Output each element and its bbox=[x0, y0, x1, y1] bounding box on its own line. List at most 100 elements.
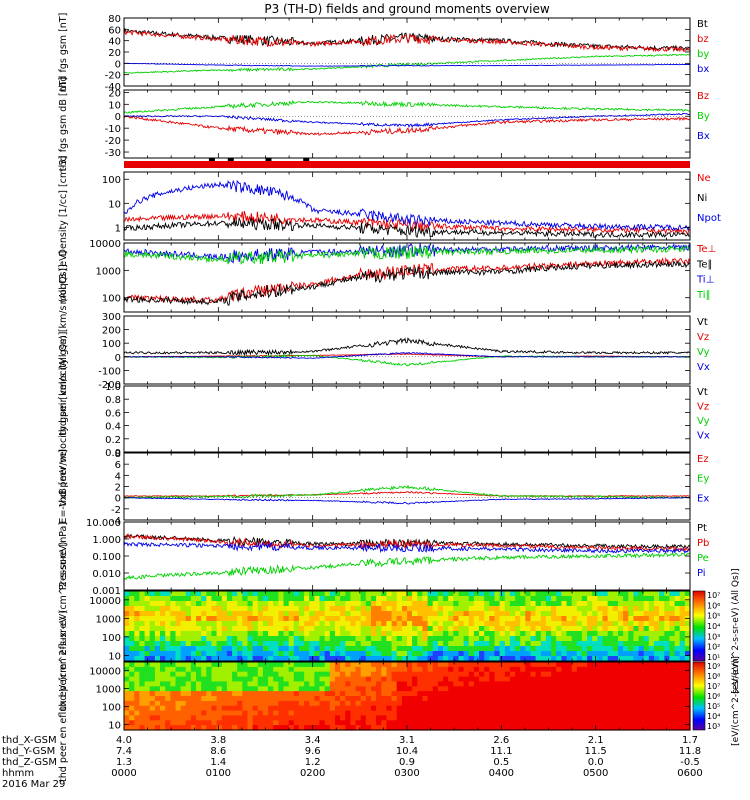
spectrogram-cell bbox=[396, 646, 403, 652]
spectrogram-cell bbox=[427, 596, 434, 602]
spectrogram-cell bbox=[545, 651, 552, 657]
spectrogram-cell bbox=[669, 621, 676, 627]
spectrogram-cell bbox=[571, 641, 578, 647]
spectrogram-cell bbox=[458, 671, 465, 678]
spectrogram-cell bbox=[545, 715, 552, 721]
spectrogram-cell bbox=[412, 596, 418, 602]
spectrogram-cell bbox=[201, 636, 207, 642]
spectrogram-cell bbox=[520, 596, 526, 602]
spectrogram-cell bbox=[407, 696, 413, 702]
spectrogram-cell bbox=[566, 681, 573, 687]
spectrogram-cell bbox=[396, 596, 403, 602]
spectrogram-cell bbox=[674, 725, 681, 731]
spectrogram-cell bbox=[350, 646, 357, 652]
spectrogram-cell bbox=[149, 720, 156, 726]
spectrogram-cell bbox=[345, 591, 351, 597]
spectrogram-cell bbox=[350, 616, 357, 622]
spectrogram-cell bbox=[139, 651, 146, 657]
spectrogram-cell bbox=[226, 641, 233, 647]
spectrogram-cell bbox=[504, 611, 511, 617]
spectrogram-cell bbox=[211, 621, 218, 627]
spectrogram-cell bbox=[335, 700, 341, 707]
spectrogram-cell bbox=[216, 656, 223, 662]
spectrogram-cell bbox=[324, 636, 331, 642]
spectrogram-cell bbox=[257, 691, 264, 697]
spectrogram-cell bbox=[484, 715, 490, 721]
spectrogram-cell bbox=[443, 720, 449, 726]
spectrogram-cell bbox=[669, 646, 676, 652]
spectrogram-cell bbox=[124, 700, 130, 707]
spectrogram-cell bbox=[247, 656, 254, 662]
spectrogram-cell bbox=[509, 596, 516, 602]
y-tick-label: 0 bbox=[115, 353, 121, 364]
spectrogram-cell bbox=[432, 720, 439, 726]
spectrogram-cell bbox=[288, 720, 295, 726]
spectrogram-cell bbox=[180, 641, 187, 647]
spectrogram-cell bbox=[535, 696, 542, 702]
spectrogram-cell bbox=[401, 725, 408, 731]
spectrogram-cell bbox=[314, 636, 321, 642]
spectrogram-cell bbox=[355, 725, 362, 731]
spectrogram-cell bbox=[566, 591, 573, 597]
spectrogram-cell bbox=[592, 681, 598, 687]
spectrogram-cell bbox=[571, 671, 578, 678]
spectrogram-cell bbox=[458, 662, 465, 668]
spectrogram-cell bbox=[252, 691, 259, 697]
spectrogram-cell bbox=[443, 681, 449, 687]
spectrogram-cell bbox=[463, 626, 470, 632]
spectrogram-cell bbox=[160, 641, 166, 647]
spectrogram-cell bbox=[401, 700, 408, 707]
spectrogram-cell bbox=[278, 641, 285, 647]
spectrogram-cell bbox=[180, 666, 187, 673]
spectrogram-cell bbox=[226, 710, 233, 717]
spectrogram-cell bbox=[669, 611, 676, 617]
spectrogram-cell bbox=[381, 591, 387, 597]
spectrogram-cell bbox=[288, 715, 295, 721]
spectrogram-cell bbox=[232, 691, 238, 697]
spectrogram-cell bbox=[407, 601, 413, 607]
spectrogram-cell bbox=[314, 616, 321, 622]
spectrogram-cell bbox=[144, 671, 151, 678]
spectrogram-cell bbox=[520, 666, 526, 673]
spectrogram-cell bbox=[391, 631, 398, 637]
spectrogram-cell bbox=[298, 611, 305, 617]
spectrogram-cell bbox=[448, 686, 454, 692]
spectrogram-cell bbox=[571, 591, 578, 597]
spectrogram-cell bbox=[581, 631, 588, 637]
spectrogram-cell bbox=[484, 641, 490, 647]
spectrogram-cell bbox=[201, 621, 207, 627]
spectrogram-cell bbox=[365, 671, 372, 678]
spectrogram-cell bbox=[201, 591, 207, 597]
spectrogram-cell bbox=[679, 651, 686, 657]
spectrogram-cell bbox=[587, 636, 593, 642]
spectrogram-cell bbox=[232, 616, 238, 622]
spectrogram-cell bbox=[463, 641, 470, 647]
spectrogram-cell bbox=[401, 671, 408, 678]
spectrogram-cell bbox=[355, 696, 362, 702]
spectrogram-cell bbox=[499, 591, 506, 597]
spectrogram-cell bbox=[489, 591, 495, 597]
spectrogram-cell bbox=[247, 666, 254, 673]
spectrogram-cell bbox=[463, 696, 470, 702]
spectrogram-cell bbox=[124, 631, 130, 637]
spectrogram-cell bbox=[226, 646, 233, 652]
spectrogram-cell bbox=[468, 720, 475, 726]
spectrogram-cell bbox=[252, 621, 259, 627]
spectrogram-cell bbox=[170, 662, 176, 668]
spectrogram-cell bbox=[304, 601, 310, 607]
spectrogram-cell bbox=[473, 676, 480, 683]
spectrogram-cell bbox=[401, 616, 408, 622]
spectrogram-cell bbox=[144, 691, 151, 697]
spectrogram-cell bbox=[324, 720, 331, 726]
spectrogram-cell bbox=[396, 611, 403, 617]
spectrogram-cell bbox=[499, 626, 506, 632]
spectrogram-cell bbox=[350, 700, 357, 707]
spectrogram-cell bbox=[633, 662, 640, 668]
spectrogram-cell bbox=[566, 656, 573, 662]
spectrogram-cell bbox=[165, 616, 171, 622]
y-tick-label: -200 bbox=[98, 380, 121, 391]
spectrogram-cell bbox=[535, 601, 542, 607]
spectrogram-cell bbox=[458, 651, 465, 657]
spectrogram-cell bbox=[628, 720, 634, 726]
